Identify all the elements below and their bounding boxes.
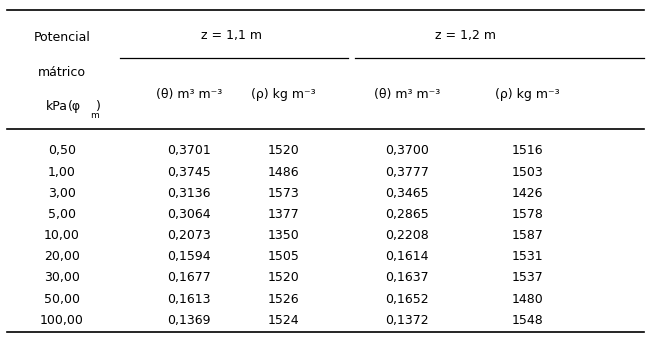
- Text: 1520: 1520: [268, 272, 299, 284]
- Text: 0,1594: 0,1594: [167, 250, 211, 263]
- Text: 1573: 1573: [268, 187, 299, 200]
- Text: (φ: (φ: [68, 100, 81, 113]
- Text: 0,1637: 0,1637: [385, 272, 429, 284]
- Text: 0,2208: 0,2208: [385, 229, 429, 242]
- Text: 1548: 1548: [512, 314, 543, 327]
- Text: 1578: 1578: [512, 208, 543, 221]
- Text: 0,1372: 0,1372: [385, 314, 429, 327]
- Text: 1426: 1426: [512, 187, 543, 200]
- Text: 1531: 1531: [512, 250, 543, 263]
- Text: 30,00: 30,00: [44, 272, 80, 284]
- Text: 1,00: 1,00: [48, 165, 76, 179]
- Text: 0,3777: 0,3777: [385, 165, 429, 179]
- Text: 0,3465: 0,3465: [385, 187, 429, 200]
- Text: 1587: 1587: [512, 229, 543, 242]
- Text: Potencial: Potencial: [33, 31, 90, 44]
- Text: 0,3701: 0,3701: [167, 144, 211, 157]
- Text: 1505: 1505: [268, 250, 299, 263]
- Text: 0,1677: 0,1677: [167, 272, 211, 284]
- Text: 0,3700: 0,3700: [385, 144, 429, 157]
- Text: m: m: [90, 111, 98, 120]
- Text: 0,1369: 0,1369: [167, 314, 210, 327]
- Text: z = 1,2 m: z = 1,2 m: [435, 29, 496, 42]
- Text: 1520: 1520: [268, 144, 299, 157]
- Text: 1526: 1526: [268, 293, 299, 306]
- Text: (ρ) kg m⁻³: (ρ) kg m⁻³: [251, 88, 316, 101]
- Text: 0,2073: 0,2073: [167, 229, 211, 242]
- Text: z = 1,1 m: z = 1,1 m: [201, 29, 262, 42]
- Text: 3,00: 3,00: [48, 187, 76, 200]
- Text: 1486: 1486: [268, 165, 299, 179]
- Text: 10,00: 10,00: [44, 229, 80, 242]
- Text: 1516: 1516: [512, 144, 543, 157]
- Text: 1480: 1480: [512, 293, 543, 306]
- Text: 1503: 1503: [512, 165, 543, 179]
- Text: 0,3064: 0,3064: [167, 208, 211, 221]
- Text: kPa: kPa: [46, 100, 68, 113]
- Text: 50,00: 50,00: [44, 293, 80, 306]
- Text: 0,50: 0,50: [48, 144, 76, 157]
- Text: 0,1613: 0,1613: [167, 293, 210, 306]
- Text: 1350: 1350: [268, 229, 299, 242]
- Text: (θ) m³ m⁻³: (θ) m³ m⁻³: [374, 88, 440, 101]
- Text: (θ) m³ m⁻³: (θ) m³ m⁻³: [156, 88, 222, 101]
- Text: 0,2865: 0,2865: [385, 208, 429, 221]
- Text: 1524: 1524: [268, 314, 299, 327]
- Text: mátrico: mátrico: [38, 66, 86, 79]
- Text: 20,00: 20,00: [44, 250, 80, 263]
- Text: 100,00: 100,00: [40, 314, 84, 327]
- Text: 0,1614: 0,1614: [385, 250, 428, 263]
- Text: 0,3136: 0,3136: [167, 187, 210, 200]
- Text: 0,3745: 0,3745: [167, 165, 211, 179]
- Text: 1537: 1537: [512, 272, 543, 284]
- Text: (ρ) kg m⁻³: (ρ) kg m⁻³: [495, 88, 560, 101]
- Text: ): ): [96, 100, 101, 113]
- Text: 1377: 1377: [268, 208, 299, 221]
- Text: 0,1652: 0,1652: [385, 293, 429, 306]
- Text: 5,00: 5,00: [48, 208, 76, 221]
